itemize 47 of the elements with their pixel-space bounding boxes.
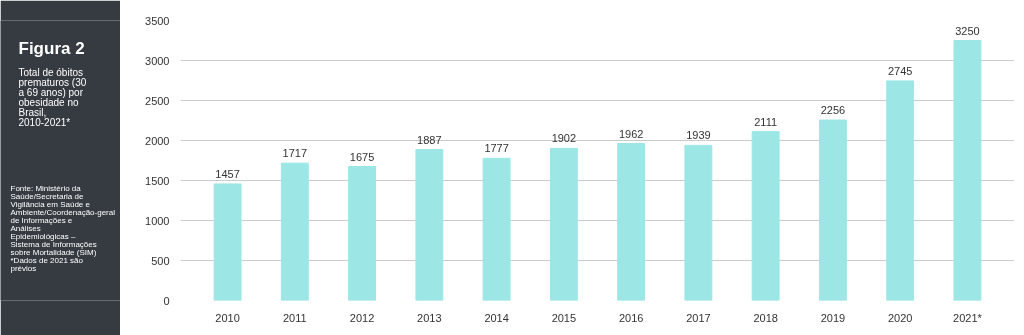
bar [886,80,915,301]
x-tick-label: 2016 [618,311,644,324]
x-tick-label: 2012 [349,311,375,324]
y-tick-label: 1500 [145,174,170,187]
bar [415,149,444,301]
bar [818,119,847,301]
x-tick-label: 2021* [953,311,983,324]
bar [953,40,982,301]
data-label: 1457 [215,167,240,180]
data-label: 1962 [618,127,644,140]
data-label: 1717 [282,147,308,160]
bar [348,166,377,301]
x-tick-label: 2015 [551,311,577,324]
bar [213,183,242,301]
bar [280,162,309,301]
y-tick-label: 2500 [145,94,170,107]
bar [549,147,578,301]
bar [684,144,713,301]
text: Fonte: Ministério da Saúde/Secretaria de Vigilância em Saúde e Ambiente/Coordenação-geral de Informações e Análises Epidemiológicas – Sistema de Informações sobre Mortalidade (SIM) [10,184,116,257]
x-tick-label: 2017 [686,311,711,324]
y-tick-label: 3000 [145,54,170,67]
x-tick-label: 2014 [484,311,509,324]
data-label: 2256 [820,104,846,117]
y-tick-label: 2000 [145,134,170,147]
bar [482,157,511,301]
data-label: 1777 [484,142,509,155]
text: Figura 2 [18,38,85,58]
data-label: 1675 [349,150,375,163]
data-label: 1902 [551,132,577,145]
bar [617,143,646,301]
data-label: 1939 [686,129,711,142]
x-tick-label: 2018 [753,311,778,324]
data-label: 2745 [887,64,913,77]
data-label: 3250 [955,24,980,37]
x-tick-label: 2010 [215,311,240,324]
data-label: 2111 [754,115,778,128]
x-tick-label: 2020 [887,311,913,324]
x-tick-label: 2013 [417,311,442,324]
y-tick-label: 3500 [145,14,170,27]
x-tick-label: 2011 [283,311,307,324]
x-tick-label: 2019 [820,311,846,324]
data-label: 1887 [417,133,442,146]
text: Total de óbitos prematuros (30 a 69 anos) por obesidade no Brasil, 2010-2021* [18,67,87,129]
bar [751,131,780,301]
y-tick-label: 0 [163,294,170,307]
y-tick-label: 1000 [145,214,170,227]
y-tick-label: 500 [151,254,170,267]
